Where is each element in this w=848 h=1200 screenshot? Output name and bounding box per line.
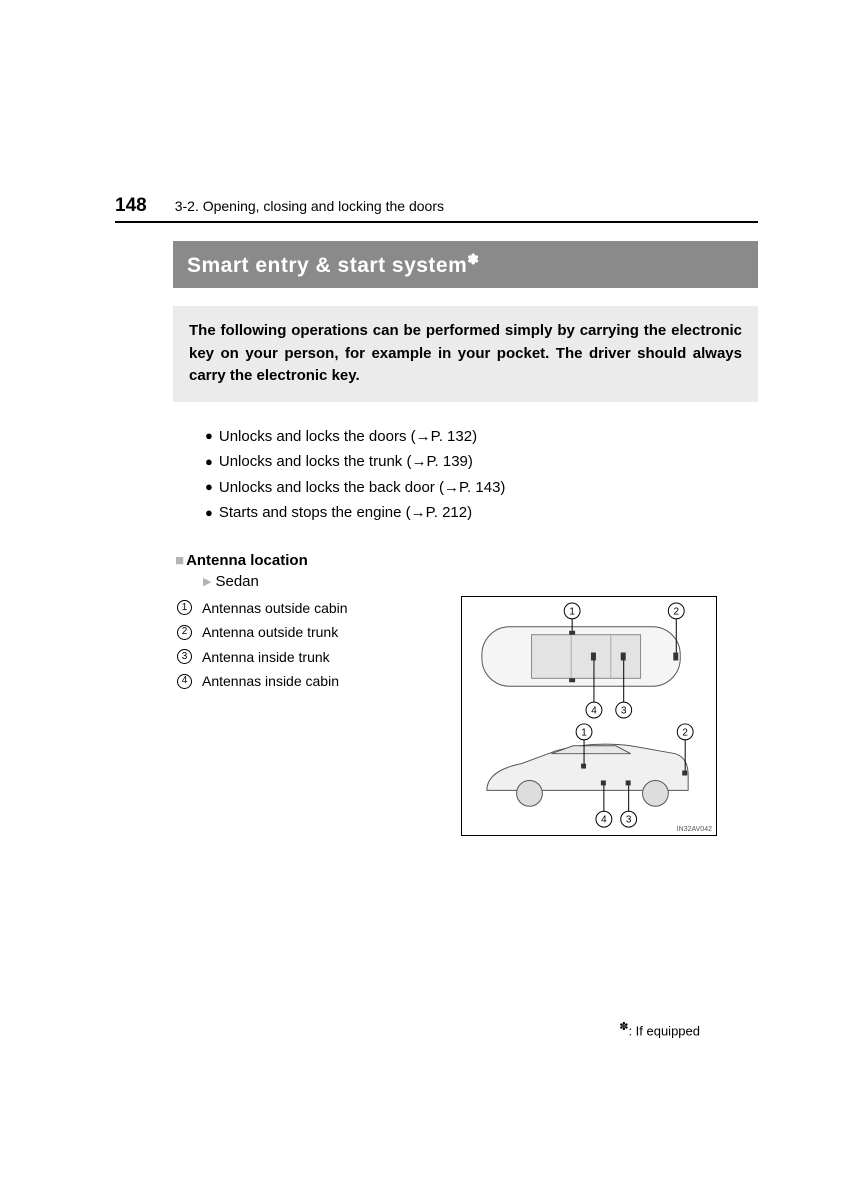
- svg-text:3: 3: [626, 814, 632, 825]
- legend-item: 1 Antennas outside cabin: [177, 596, 457, 621]
- legend-text: Antennas outside cabin: [202, 596, 348, 621]
- bullet-icon: ●: [205, 451, 213, 473]
- page-ref: P. 212: [426, 500, 467, 526]
- title-text: Smart entry & start system: [187, 254, 467, 277]
- antenna-legend: 1 Antennas outside cabin 2 Antenna outsi…: [177, 596, 457, 836]
- circled-number-icon: 2: [177, 625, 192, 640]
- page-header: 148 3-2. Opening, closing and locking th…: [115, 195, 758, 223]
- section-title: Smart entry & start system✽: [173, 241, 758, 288]
- page-number: 148: [115, 195, 147, 217]
- item-text: Starts and stops the engine (: [219, 500, 411, 526]
- item-text: Unlocks and locks the back door (: [219, 475, 444, 501]
- subsection-heading: ■ Antenna location: [175, 552, 758, 569]
- legend-item: 2 Antenna outside trunk: [177, 620, 457, 645]
- bullet-icon: ●: [205, 425, 213, 447]
- manual-page: 148 3-2. Opening, closing and locking th…: [0, 0, 848, 836]
- circled-number-icon: 4: [177, 674, 192, 689]
- page-ref: P. 132: [431, 424, 472, 450]
- footnote: ✽: If equipped: [619, 1020, 700, 1038]
- item-text: Unlocks and locks the trunk (: [219, 449, 412, 475]
- svg-text:2: 2: [682, 727, 688, 738]
- section-path: 3-2. Opening, closing and locking the do…: [175, 198, 444, 214]
- square-marker-icon: ■: [175, 552, 184, 569]
- heading-text: Antenna location: [186, 552, 308, 569]
- feature-list: ● Unlocks and locks the doors (→P. 132) …: [205, 424, 758, 526]
- close-paren: ): [468, 449, 473, 475]
- svg-text:1: 1: [569, 606, 575, 617]
- close-paren: ): [500, 475, 505, 501]
- arrow-icon: →: [416, 424, 431, 450]
- svg-text:3: 3: [621, 705, 627, 716]
- bullet-icon: ●: [205, 502, 213, 524]
- title-asterisk: ✽: [467, 251, 479, 267]
- diagram-code: IN32AV042: [677, 826, 712, 833]
- car-diagram-svg: 1 2 3 4: [462, 597, 716, 835]
- list-item: ● Unlocks and locks the trunk (→P. 139): [205, 449, 758, 475]
- svg-text:4: 4: [591, 705, 597, 716]
- legend-text: Antenna outside trunk: [202, 620, 338, 645]
- svg-text:1: 1: [581, 727, 587, 738]
- legend-text: Antenna inside trunk: [202, 645, 330, 670]
- variant-text: Sedan: [215, 573, 258, 590]
- list-item: ● Starts and stops the engine (→P. 212): [205, 500, 758, 526]
- legend-diagram-row: 1 Antennas outside cabin 2 Antenna outsi…: [175, 596, 758, 836]
- circled-number-icon: 3: [177, 649, 192, 664]
- variant-row: ▶ Sedan: [203, 573, 758, 590]
- intro-box: The following operations can be performe…: [173, 306, 758, 402]
- item-text: Unlocks and locks the doors (: [219, 424, 416, 450]
- page-ref: P. 139: [426, 449, 467, 475]
- close-paren: ): [467, 500, 472, 526]
- list-item: ● Unlocks and locks the doors (→P. 132): [205, 424, 758, 450]
- legend-item: 4 Antennas inside cabin: [177, 669, 457, 694]
- svg-text:2: 2: [674, 606, 680, 617]
- arrow-icon: →: [411, 500, 426, 526]
- antenna-section: ■ Antenna location ▶ Sedan 1 Antennas ou…: [175, 552, 758, 836]
- bullet-icon: ●: [205, 476, 213, 498]
- footnote-text: : If equipped: [628, 1023, 700, 1038]
- page-ref: P. 143: [459, 475, 500, 501]
- close-paren: ): [472, 424, 477, 450]
- circled-number-icon: 1: [177, 600, 192, 615]
- arrow-icon: →: [411, 449, 426, 475]
- legend-item: 3 Antenna inside trunk: [177, 645, 457, 670]
- legend-text: Antennas inside cabin: [202, 669, 339, 694]
- list-item: ● Unlocks and locks the back door (→P. 1…: [205, 475, 758, 501]
- svg-text:4: 4: [601, 814, 607, 825]
- triangle-marker-icon: ▶: [203, 575, 211, 588]
- antenna-diagram: 1 2 3 4: [461, 596, 717, 836]
- arrow-icon: →: [444, 475, 459, 501]
